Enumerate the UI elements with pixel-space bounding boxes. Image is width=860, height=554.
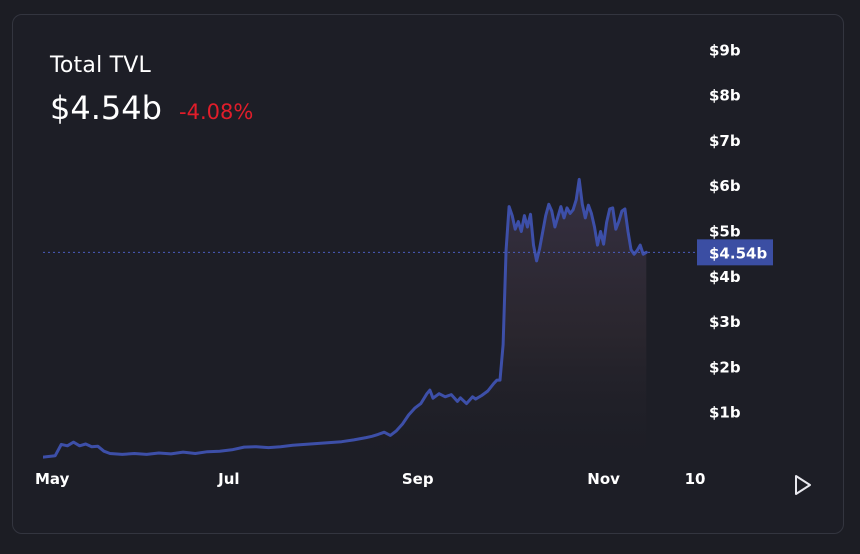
price-overlay: $4.54b: [43, 239, 773, 266]
x-tick-label: May: [35, 470, 70, 488]
play-icon: [795, 475, 811, 495]
current-value-label: $4.54b: [709, 244, 767, 262]
x-axis: May Jul Sep Nov 10: [35, 470, 705, 488]
y-tick-label: $6b: [709, 177, 741, 195]
current-value-tag: [697, 239, 773, 266]
value-row: $4.54b -4.08%: [50, 89, 253, 127]
y-tick-label: $8b: [709, 87, 741, 105]
plot-area: [43, 177, 648, 459]
x-tick-label: Jul: [217, 470, 239, 488]
tvl-chart[interactable]: $1b $2b $3b $4b $5b $6b $7b $8b $9b May Jul Sep Nov…: [13, 15, 844, 534]
series-line: [43, 177, 648, 459]
y-tick-label: $7b: [709, 132, 741, 150]
y-tick-label: $1b: [709, 404, 741, 422]
y-tick-label: $3b: [709, 313, 741, 331]
x-tick-label: Sep: [402, 470, 434, 488]
y-tick-label: $2b: [709, 358, 741, 376]
card-title: Total TVL: [50, 53, 151, 78]
series-area: [43, 179, 647, 458]
play-button[interactable]: [791, 473, 815, 497]
tvl-value: $4.54b: [50, 89, 162, 127]
tvl-card: Total TVL $4.54b -4.08% $1b $2b $3b $4b $5b $…: [12, 14, 844, 534]
y-axis: $1b $2b $3b $4b $5b $6b $7b $8b $9b: [709, 41, 741, 421]
x-tick-label: 10: [685, 470, 706, 488]
tvl-change: -4.08%: [179, 100, 254, 124]
y-tick-label: $5b: [709, 223, 741, 241]
y-tick-label: $4b: [709, 268, 741, 286]
x-tick-label: Nov: [587, 470, 620, 488]
y-tick-label: $9b: [709, 41, 741, 59]
